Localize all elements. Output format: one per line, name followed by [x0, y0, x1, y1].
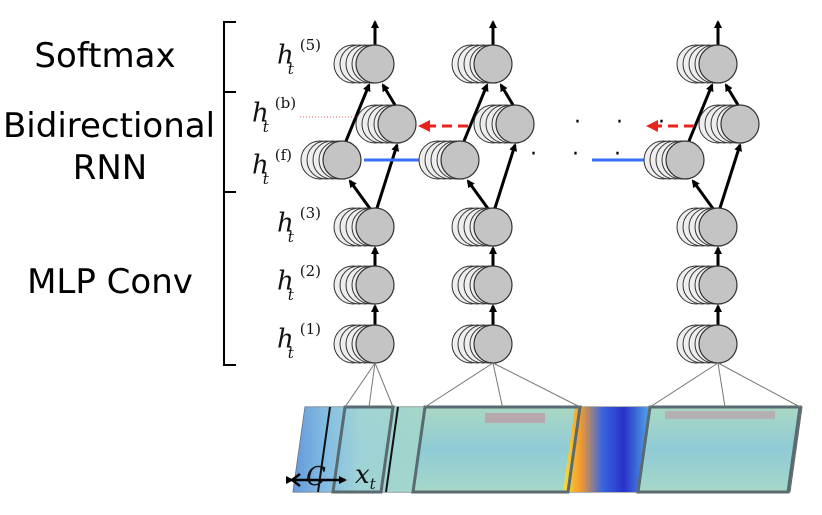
arrow-backward-softmax: [499, 83, 515, 106]
receptive-field-line: [424, 362, 494, 408]
arrow-backward-softmax: [724, 83, 740, 106]
receptive-field-line: [374, 362, 394, 408]
forward-rnn-node-stack: [418, 140, 480, 180]
spectrogram-formant: [485, 413, 545, 423]
node-circle: [355, 44, 395, 84]
node-circle: [698, 265, 738, 305]
node-circle: [377, 104, 417, 144]
node-circle: [473, 207, 513, 247]
mlp1-node-stack: [451, 324, 513, 364]
node-circle: [355, 265, 395, 305]
mlp3-node-stack: [333, 207, 395, 247]
forward-rnn-node-stack: [300, 140, 362, 180]
layer-brackets: [223, 21, 236, 366]
spectrogram-formant: [665, 411, 775, 419]
frame-divider: [385, 406, 399, 493]
context-window-frame: [331, 405, 395, 494]
spectrogram-input: [286, 362, 803, 494]
receptive-field-line: [492, 362, 503, 408]
receptive-field-line: [717, 362, 726, 408]
arrow-h3-backward: [493, 143, 517, 209]
spectrogram-region-bright: [563, 407, 650, 492]
context-window-label: C: [306, 462, 326, 492]
receptive-field-line: [344, 362, 376, 408]
ellipsis-forward: · · ·: [530, 142, 635, 167]
arrow-h3-forward: [691, 179, 716, 211]
softmax-node-stack: [451, 44, 513, 84]
context-window-frame: [411, 405, 582, 494]
layer-label-h1: ht(1): [277, 320, 322, 362]
mlp2-node-stack: [676, 265, 738, 305]
softmax-node-stack: [676, 44, 738, 84]
frame-label: xt: [355, 460, 376, 494]
node-stacks: [300, 44, 760, 364]
node-circle: [698, 44, 738, 84]
arrow-h3-forward: [348, 179, 373, 211]
backward-rnn-node-stack: [473, 104, 535, 144]
layer-label-h3: ht(3): [277, 204, 322, 246]
arrow-h3-backward: [718, 143, 742, 209]
backward-rnn-node-stack: [698, 104, 760, 144]
node-circle: [665, 140, 705, 180]
mlp-bracket: [223, 191, 236, 366]
receptive-field-line: [492, 362, 581, 408]
node-circle: [355, 324, 395, 364]
arrow-forward-softmax: [344, 83, 371, 142]
arrow-forward-softmax: [462, 83, 489, 142]
rnn-label: RNN: [72, 148, 148, 188]
node-circle: [440, 140, 480, 180]
softmax-node-stack: [333, 44, 395, 84]
layer-label-hb: ht(b): [252, 94, 297, 136]
mlp2-node-stack: [333, 265, 395, 305]
arrow-h3-backward: [375, 143, 399, 209]
mlp2-node-stack: [451, 265, 513, 305]
forward-rnn-node-stack: [643, 140, 705, 180]
arrow-backward-softmax: [381, 83, 397, 106]
bidirectional-label: Bidirectional: [2, 106, 216, 146]
node-circle: [473, 44, 513, 84]
arrow-forward-softmax: [687, 83, 714, 142]
receptive-field-line: [649, 362, 719, 408]
mlp3-node-stack: [676, 207, 738, 247]
node-circle: [720, 104, 760, 144]
arrow-h3-forward: [466, 179, 491, 211]
context-window-frame: [636, 405, 802, 494]
mlp3-node-stack: [451, 207, 513, 247]
rnn-bracket: [223, 91, 236, 193]
softmax-label: Softmax: [34, 36, 176, 76]
mlp-conv-label: MLP Conv: [27, 262, 193, 302]
ellipsis-backward: · · ·: [574, 110, 679, 135]
node-circle: [473, 265, 513, 305]
layer-label-hf: ht(f): [252, 146, 293, 188]
receptive-field-line: [368, 362, 376, 408]
layer-label-h5: ht(5): [277, 36, 322, 78]
mlp1-node-stack: [676, 324, 738, 364]
softmax-bracket: [223, 21, 236, 93]
node-circle: [495, 104, 535, 144]
mlp1-node-stack: [333, 324, 395, 364]
layer-label-h2: ht(2): [277, 262, 322, 304]
node-circle: [355, 207, 395, 247]
context-width-arrow-left-head: [289, 473, 301, 487]
node-circle: [698, 207, 738, 247]
backward-rnn-node-stack: [355, 104, 417, 144]
node-circle: [322, 140, 362, 180]
node-circle: [473, 324, 513, 364]
node-circle: [698, 324, 738, 364]
receptive-field-line: [717, 362, 801, 408]
